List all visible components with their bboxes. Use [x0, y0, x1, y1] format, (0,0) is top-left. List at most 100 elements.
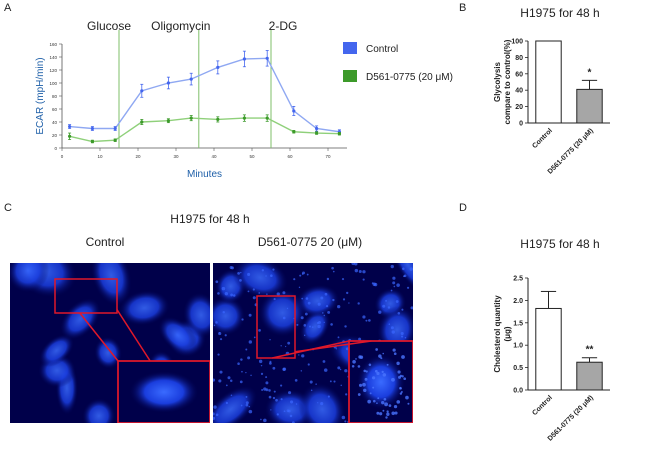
vesicle-dot [261, 388, 264, 391]
vesicle-dot [388, 323, 391, 325]
vesicle-dot [299, 274, 302, 277]
vesicle-dot [213, 416, 216, 420]
vesicle-dot [276, 292, 280, 296]
vesicle-dot [288, 391, 292, 395]
vesicle-dot [333, 380, 336, 383]
vesicle-dot [245, 403, 249, 407]
vesicle-dot [365, 319, 368, 322]
vesicle-dot [323, 314, 326, 317]
zoomed-vesicle-dot [385, 416, 388, 419]
cholesterol-bar-0 [535, 307, 562, 391]
vesicle-dot [358, 337, 362, 341]
zoomed-vesicle-dot [376, 411, 380, 415]
data-point [292, 130, 296, 134]
vesicle-dot [330, 323, 333, 326]
vesicle-dot [240, 358, 243, 361]
glycolysis-y-tick-label: 40 [515, 88, 523, 95]
zoom-region-box [54, 278, 118, 314]
vesicle-dot [392, 276, 396, 280]
zoomed-vesicle-dot [398, 375, 402, 379]
vesicle-dot [245, 371, 247, 374]
vesicle-dot [222, 310, 225, 314]
vesicle-dot [401, 308, 404, 311]
zoomed-vesicle-dot [357, 365, 361, 368]
vesicle-dot [221, 286, 226, 291]
ecar-x-tick-label: 70 [325, 154, 331, 159]
data-point [140, 89, 144, 93]
vesicle-dot [217, 292, 220, 295]
vesicle-dot [301, 297, 304, 300]
zoomed-vesicle-dot [388, 404, 392, 407]
vesicle-dot [273, 390, 276, 393]
cell-shape [213, 296, 246, 336]
vesicle-dot [252, 296, 256, 300]
vesicle-dot [337, 304, 341, 309]
vesicle-dot [213, 405, 217, 409]
zoomed-vesicle-dot [399, 387, 402, 390]
vesicle-dot [245, 348, 248, 351]
vesicle-dot [269, 339, 271, 341]
ecar-x-tick-label: 0 [61, 154, 64, 159]
vesicle-dot [287, 341, 291, 345]
data-point [216, 65, 220, 69]
vesicle-dot [286, 307, 289, 310]
vesicle-dot [317, 402, 319, 404]
zoomed-vesicle-dot [386, 410, 389, 413]
cell-shape [182, 292, 210, 338]
vesicle-dot [239, 278, 242, 282]
cell-shape [158, 316, 198, 354]
zoomed-vesicle-dot [392, 348, 396, 352]
vesicle-dot [301, 354, 305, 358]
series-line-1 [69, 117, 340, 143]
zoomed-vesicle-dot [376, 371, 380, 376]
vesicle-dot [215, 321, 218, 324]
vesicle-dot [345, 347, 349, 351]
vesicle-dot [240, 271, 242, 274]
zoomed-vesicle-dot [386, 363, 389, 366]
vesicle-dot [317, 324, 321, 329]
glycolysis-y-tick-label: 100 [511, 39, 523, 46]
legend-swatch-0 [343, 42, 357, 54]
vesicle-dot [213, 324, 216, 327]
glycolysis-y-tick-label: 0 [519, 121, 523, 128]
vesicle-dot [248, 340, 253, 344]
ecar-y-tick-label: 60 [52, 107, 58, 112]
vesicle-dot [225, 401, 228, 405]
treated-caption: D561-0775 20 (μM) [257, 235, 363, 249]
microscopy-title: H1975 for 48 h [170, 212, 250, 226]
vesicle-dot [250, 374, 252, 377]
vesicle-dot [225, 384, 228, 387]
vesicle-dot [241, 370, 243, 373]
vesicle-dot [322, 360, 326, 363]
data-point [90, 126, 94, 131]
vesicle-dot [298, 354, 300, 356]
vesicle-dot [341, 278, 345, 281]
vesicle-dot [239, 380, 243, 384]
ecar-y-tick-label: 160 [49, 42, 57, 47]
glycolysis-y-axis-label-line: compare to control(%) [503, 39, 512, 124]
zoomed-vesicle-dot [372, 376, 376, 380]
vesicle-dot [382, 304, 386, 308]
vesicle-dot [346, 291, 349, 295]
cholesterol-chart: 0.0 0.5 1.0 1.5 2.0 2.5 Cholesterol quantity(μ… [493, 276, 610, 443]
glycolysis-category-label-0: Control [531, 127, 554, 150]
zoomed-vesicle-dot [365, 370, 368, 373]
ecar-y-tick-label: 20 [52, 133, 58, 138]
data-point [265, 56, 269, 60]
vesicle-dot [317, 302, 321, 306]
vesicle-dot [354, 263, 358, 266]
vesicle-dot [362, 278, 365, 281]
zoomed-vesicle-dot [374, 369, 378, 373]
vesicle-dot [403, 274, 407, 278]
vesicle-dot [390, 326, 394, 330]
cholesterol-y-tick-label: 2.0 [513, 298, 523, 305]
zoomed-vesicle-dot [359, 355, 364, 359]
vesicle-dot [266, 293, 268, 295]
vesicle-dot [290, 400, 294, 404]
cell-shape [90, 263, 132, 307]
vesicle-dot [323, 368, 328, 372]
panel-letter-d: D [459, 202, 467, 214]
cell-shape [232, 263, 289, 299]
zoomed-vesicle-dot [367, 399, 372, 404]
cholesterol-y-tick-label: 1.5 [513, 320, 523, 327]
